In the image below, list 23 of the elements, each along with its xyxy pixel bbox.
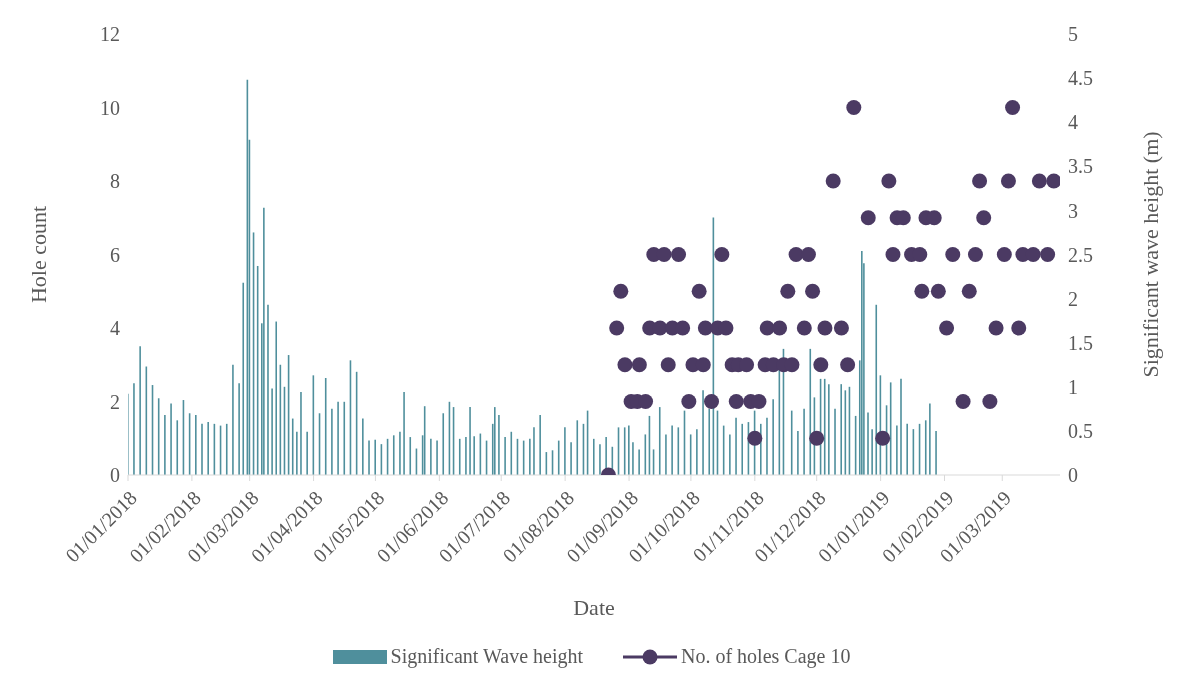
y-tick-label: 0 xyxy=(110,464,120,487)
y-tick-label: 12 xyxy=(100,23,120,46)
y2-tick-label: 2 xyxy=(1068,287,1078,310)
y2-tick-label: 0 xyxy=(1068,464,1078,487)
y2-tick-label: 0.5 xyxy=(1068,420,1093,442)
y2-tick-label: 1 xyxy=(1068,375,1078,398)
y2-tick-label: 3.5 xyxy=(1068,155,1093,178)
y-axis-title: Hole count xyxy=(25,205,51,304)
y2-tick-label: 5 xyxy=(1068,23,1078,46)
legend-label: Significant Wave height xyxy=(390,645,583,668)
y2-tick-label: 1.5 xyxy=(1068,331,1093,354)
y-tick-label: 2 xyxy=(110,390,120,413)
x-axis-title: Date xyxy=(573,595,615,620)
y2-tick-label: 3 xyxy=(1068,199,1078,222)
y2-axis-title: Significant wave height (m) xyxy=(1137,131,1163,378)
y2-tick-label: 4 xyxy=(1068,111,1078,134)
y2-tick-label: 4.5 xyxy=(1068,67,1093,90)
y-tick-label: 4 xyxy=(110,317,120,340)
y2-tick-label: 2.5 xyxy=(1068,243,1093,266)
y-tick-label: 8 xyxy=(110,170,120,193)
y-tick-label: 10 xyxy=(100,96,120,119)
y-tick-label: 6 xyxy=(110,243,120,266)
legend-label: No. of holes Cage 10 xyxy=(681,645,851,668)
